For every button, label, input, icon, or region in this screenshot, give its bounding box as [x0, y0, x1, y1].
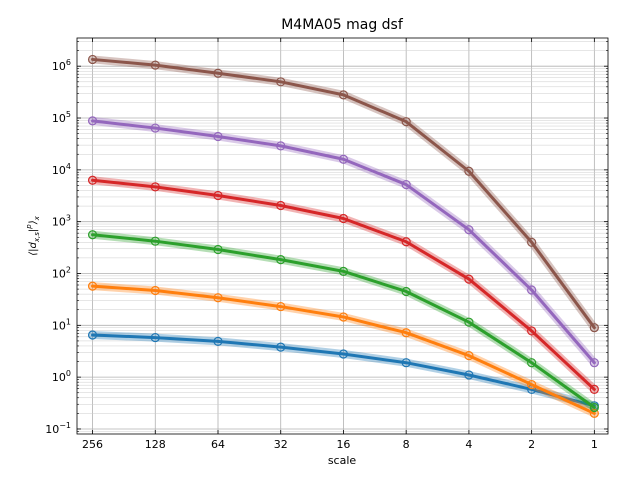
data-point	[213, 68, 223, 78]
series-2	[87, 281, 599, 418]
data-point	[213, 336, 223, 346]
data-point	[464, 351, 474, 361]
x-tick-label: 256	[82, 438, 103, 451]
data-point	[464, 166, 474, 176]
data-point	[87, 230, 98, 240]
data-point	[213, 131, 223, 142]
data-point	[276, 200, 286, 211]
y-tick-label: 100	[52, 369, 71, 384]
data-point	[150, 332, 160, 343]
data-point	[464, 225, 474, 235]
data-point	[527, 379, 537, 390]
data-point	[87, 281, 98, 291]
series-line	[91, 119, 596, 365]
data-point	[87, 175, 98, 185]
data-point	[527, 285, 537, 295]
series-line	[91, 178, 596, 391]
ticks: 256 128 64 32 16 8 4 2 1 10−1 100 101 102 103 104 105 10…	[45, 38, 608, 451]
x-tick-label: 1	[591, 438, 598, 451]
series-4	[87, 175, 599, 395]
y-tick-label: 102	[52, 266, 71, 281]
x-tick-label: 8	[403, 438, 410, 451]
data-point	[276, 77, 286, 87]
data-point	[338, 213, 349, 224]
x-tick-label: 128	[145, 438, 166, 451]
data-point	[589, 408, 599, 418]
data-point	[276, 141, 286, 151]
data-point	[401, 117, 411, 127]
data-point	[401, 328, 411, 338]
series-line	[91, 333, 596, 408]
data-point	[464, 274, 474, 284]
data-point	[276, 255, 286, 265]
series-line	[91, 57, 596, 330]
data-point	[589, 358, 599, 368]
data-point	[276, 342, 286, 352]
data-point	[87, 54, 98, 65]
data-point	[338, 266, 349, 276]
y-axis-label: ⟨|dx,s|p⟩x	[25, 215, 41, 255]
series-1	[87, 330, 599, 411]
data-point	[87, 330, 98, 340]
data-point	[87, 116, 98, 126]
data-point	[401, 286, 411, 297]
data-point	[150, 285, 160, 296]
data-point	[589, 323, 599, 333]
grid	[77, 38, 608, 434]
chart-title: M4MA05 mag dsf	[281, 17, 404, 33]
series-line	[91, 284, 596, 415]
data-point	[401, 237, 411, 247]
data-point	[338, 90, 349, 100]
data-point	[464, 317, 474, 327]
data-point	[150, 123, 160, 133]
data-point	[401, 179, 411, 190]
series-layer	[87, 54, 599, 418]
data-point	[150, 236, 160, 246]
x-tick-label: 4	[465, 438, 472, 451]
x-tick-label: 2	[528, 438, 535, 451]
y-tick-label: 104	[52, 162, 71, 177]
data-point	[213, 190, 223, 201]
data-point	[464, 370, 474, 380]
data-point	[589, 402, 599, 413]
data-point	[527, 326, 537, 336]
data-point	[338, 154, 349, 164]
y-tick-label: 106	[52, 58, 71, 73]
x-axis-label: scale	[328, 454, 357, 467]
data-point	[150, 60, 160, 70]
data-point	[150, 182, 160, 192]
series-6	[87, 54, 599, 333]
y-tick-label: 103	[52, 214, 71, 229]
data-point	[527, 237, 537, 247]
y-tick-label: 10−1	[45, 421, 71, 436]
data-point	[213, 293, 223, 303]
y-tick-label: 105	[52, 110, 71, 125]
x-tick-label: 16	[336, 438, 350, 451]
data-point	[338, 349, 349, 359]
series-5	[87, 116, 599, 368]
series-line	[91, 233, 596, 409]
data-point	[401, 358, 411, 368]
y-tick-label: 101	[52, 317, 71, 332]
plot-frame	[76, 37, 609, 435]
x-tick-label: 64	[211, 438, 225, 451]
data-point	[338, 312, 349, 322]
data-point	[213, 244, 223, 255]
data-point	[589, 384, 599, 395]
series-3	[87, 230, 599, 413]
data-point	[527, 358, 537, 368]
x-tick-label: 32	[274, 438, 288, 451]
data-point	[276, 301, 286, 312]
